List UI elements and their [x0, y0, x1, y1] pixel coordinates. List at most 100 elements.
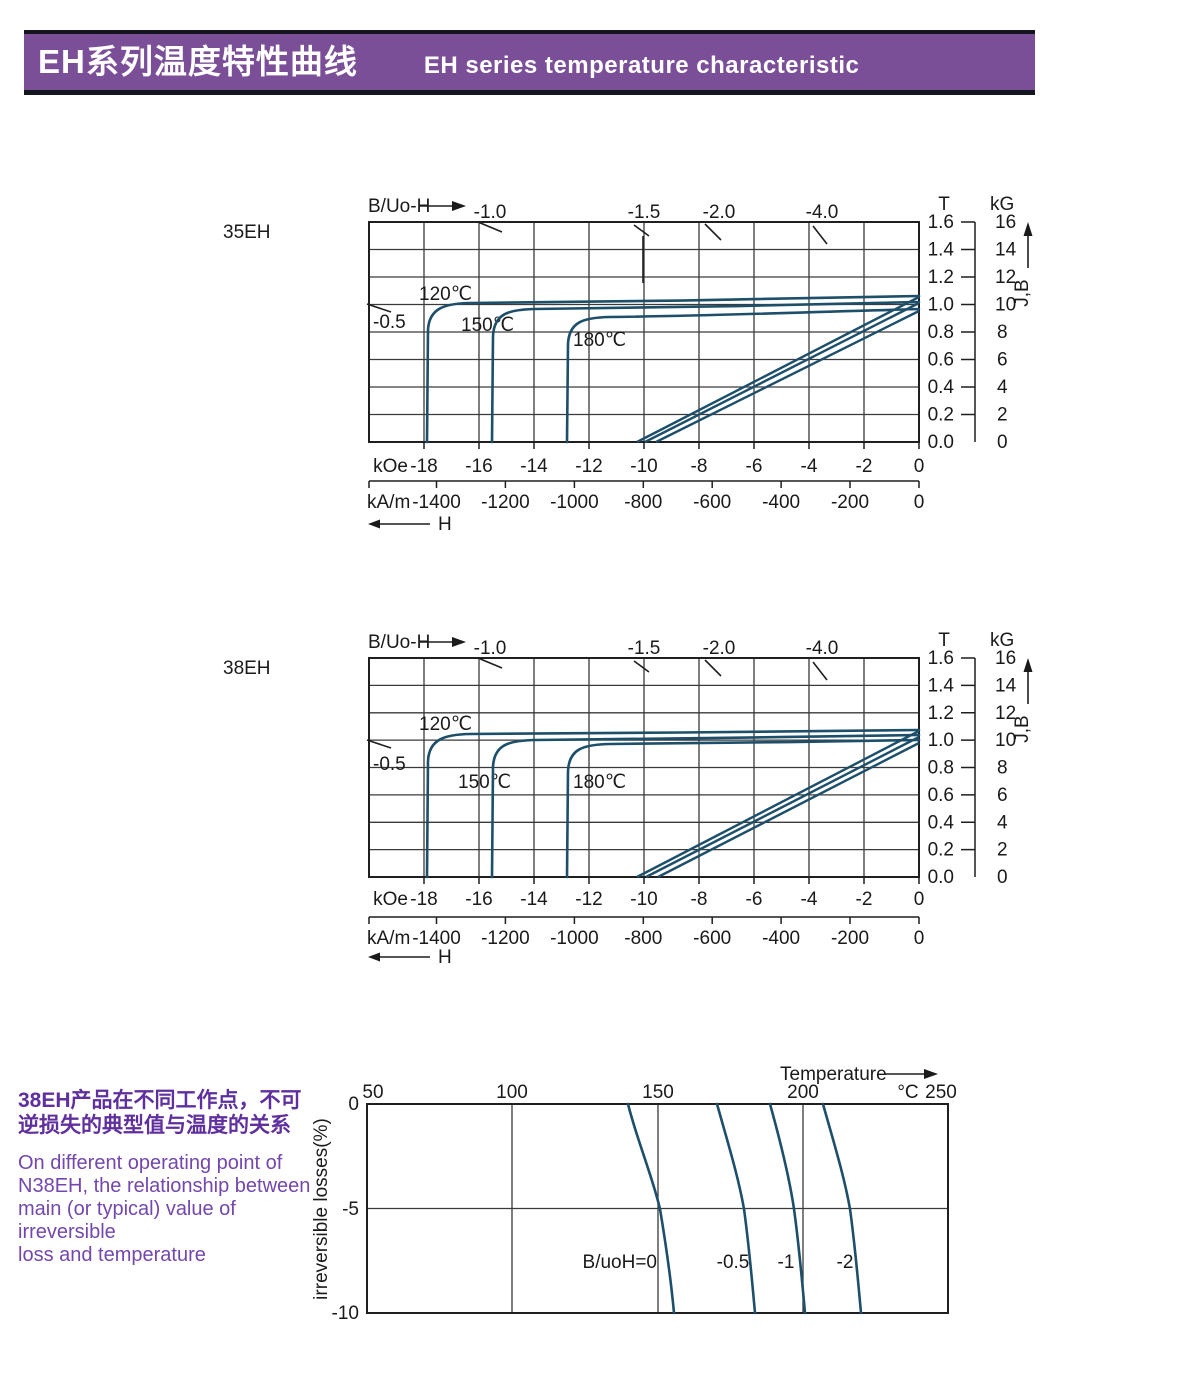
loss-tick: 0: [348, 1094, 359, 1115]
loss-tick: -10: [332, 1303, 359, 1324]
t-tick: 1.0: [928, 295, 954, 316]
kam-axis-line: [368, 916, 920, 924]
kg-tick: 16: [995, 648, 1016, 669]
side-note-zh-line1: 38EH产品在不同工作点，不可: [18, 1089, 302, 1112]
load-line-slash: [704, 659, 722, 677]
load-line-slash: [812, 661, 828, 681]
b-uoh-arrow-head: [452, 201, 466, 211]
demag-chart-35eh: 35EH B/Uo-H -1.0 -1.5 -2.0 -4.0 -0.5 120…: [223, 194, 1033, 535]
t-tick: 0.6: [928, 785, 954, 806]
koe-tick: -8: [691, 456, 708, 477]
load-line-label-left: -0.5: [373, 312, 406, 333]
kam-tick: -1200: [481, 492, 530, 513]
kam-tick: -600: [693, 928, 731, 949]
temp-curve-label-150: 150℃: [461, 315, 514, 336]
t-tick: 0.4: [928, 377, 955, 398]
koe-tick: -18: [410, 456, 437, 477]
kg-tick: 8: [997, 758, 1008, 779]
koe-tick: -2: [856, 456, 873, 477]
koe-tick: -16: [465, 456, 492, 477]
temp-curve-label-150: 150℃: [458, 772, 511, 793]
kg-tick: 14: [995, 240, 1017, 261]
loss-curve-buoh-0: [626, 1102, 676, 1315]
t-tick: 1.0: [928, 730, 954, 751]
load-line-label: -1.5: [628, 202, 661, 223]
koe-unit-label: kOe: [373, 456, 408, 477]
t-tick: 1.4: [928, 675, 955, 696]
jb-arrow-head: [1023, 222, 1033, 236]
load-line-label: -2.0: [703, 202, 736, 223]
b-curve-120c: [636, 295, 920, 444]
kg-unit-header: kG: [990, 194, 1014, 215]
kam-tick: -800: [624, 928, 662, 949]
t-kg-scale-bracket: [961, 221, 976, 442]
loss-axis-label: irreversible losses(%): [311, 1118, 332, 1300]
tesla-unit-header: T: [938, 630, 950, 651]
t-tick: 1.2: [928, 703, 954, 724]
loss-curve-buoh-1: [768, 1102, 807, 1315]
t-tick: 0.0: [928, 432, 954, 453]
h-arrow-head: [368, 952, 380, 962]
t-tick: 0.8: [928, 322, 954, 343]
plot-frame: [366, 1103, 949, 1314]
grid-horizontal-lines: [369, 248, 919, 416]
jb-arrow-head: [1023, 658, 1033, 672]
b-curve-150c: [644, 301, 920, 444]
b-curve-150c: [645, 735, 920, 879]
load-line-slash: [812, 225, 828, 245]
h-axis-label: H: [438, 947, 452, 968]
koe-tick: -14: [520, 889, 548, 910]
kam-tick: -200: [831, 928, 869, 949]
side-note: 38EH产品在不同工作点，不可 逆损失的典型值与温度的关系 On differe…: [18, 1088, 318, 1267]
kam-tick: -1200: [481, 928, 530, 949]
load-line-slash-left: [366, 739, 392, 749]
kam-tick: -600: [693, 492, 731, 513]
load-line-label: -2.0: [703, 638, 736, 659]
t-tick: 1.6: [928, 648, 954, 669]
kam-tick: -400: [762, 492, 800, 513]
t-tick: 0.2: [928, 840, 954, 861]
j-curve-150c: [490, 300, 921, 444]
koe-tick: -10: [630, 456, 657, 477]
loss-chart: Temperature 50 100 150 200 °C 250 0 -5 -…: [311, 1064, 957, 1324]
kam-tick: -1000: [550, 492, 599, 513]
h-arrow-head: [368, 519, 380, 529]
title-banner: EH系列温度特性曲线 EH series temperature charact…: [24, 30, 1035, 95]
temp-tick: 250: [925, 1082, 957, 1103]
kg-tick: 0: [997, 432, 1008, 453]
j-curve-180c: [565, 307, 921, 444]
side-note-english: On different operating point of N38EH, t…: [18, 1152, 318, 1267]
koe-axis-ticks: [423, 877, 920, 884]
temp-tick: 100: [496, 1082, 528, 1103]
t-tick: 1.6: [928, 212, 954, 233]
kg-tick: 6: [997, 350, 1008, 371]
j-curve-120c: [425, 294, 921, 444]
kg-tick: 8: [997, 322, 1008, 343]
side-note-en-line3: main (or typical) value of irreversible: [18, 1198, 236, 1243]
kam-tick: -1000: [550, 928, 599, 949]
koe-tick: -18: [410, 889, 437, 910]
t-tick: 0.4: [928, 812, 955, 833]
side-note-en-line1: On different operating point of: [18, 1152, 283, 1174]
loss-curve-label: -2: [837, 1252, 854, 1273]
page-title-chinese: EH系列温度特性曲线: [38, 43, 358, 80]
koe-tick: -8: [691, 889, 708, 910]
temp-tick: 150: [642, 1082, 674, 1103]
kg-tick: 10: [995, 295, 1016, 316]
loss-curve-label: -1: [778, 1252, 795, 1273]
koe-tick: -6: [746, 456, 763, 477]
jb-axis-label: J,B: [1012, 279, 1033, 306]
load-line-slash: [633, 660, 650, 673]
kam-unit-label: kA/m: [367, 928, 410, 949]
page-title-english: EH series temperature characteristic: [423, 52, 860, 79]
koe-tick: -16: [465, 889, 492, 910]
side-note-en-line4: loss and temperature: [18, 1244, 206, 1266]
b-uoh-axis-label: B/Uo-H: [368, 632, 430, 653]
side-note-en-line2: N38EH, the relationship between: [18, 1175, 311, 1197]
kam-unit-label: kA/m: [367, 492, 410, 513]
h-axis-label: H: [438, 514, 452, 535]
b-curve-180c: [655, 309, 920, 444]
kg-tick: 16: [995, 212, 1016, 233]
